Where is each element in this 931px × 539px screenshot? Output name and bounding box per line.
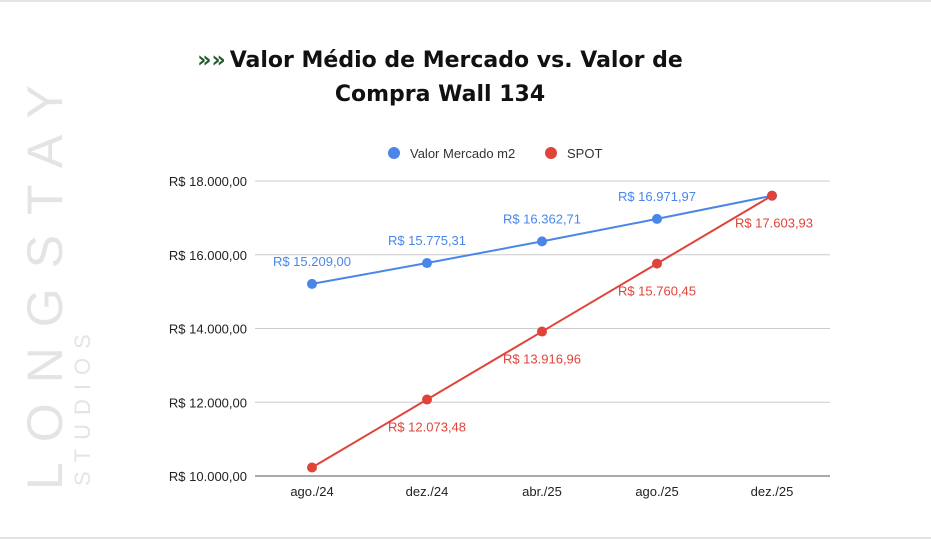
x-tick-label: ago./24 — [290, 484, 333, 499]
legend-label: Valor Mercado m2 — [410, 146, 515, 161]
data-point — [307, 278, 317, 289]
data-label: R$ 17.603,93 — [735, 216, 813, 231]
y-tick-label: R$ 16.000,00 — [169, 248, 247, 263]
data-label: R$ 16.362,71 — [503, 211, 581, 226]
legend-label: SPOT — [567, 146, 602, 161]
data-point — [652, 213, 662, 224]
x-tick-label: dez./25 — [751, 484, 794, 499]
data-label: R$ 13.916,96 — [503, 352, 581, 367]
chart-title-line1: Valor Médio de Mercado vs. Valor de — [229, 48, 683, 73]
x-tick-label: dez./24 — [406, 484, 449, 499]
y-tick-label: R$ 18.000,00 — [169, 174, 247, 189]
legend-marker — [388, 147, 400, 159]
data-label: R$ 12.073,48 — [388, 420, 466, 435]
y-tick-label: R$ 14.000,00 — [169, 322, 247, 337]
chart-title-line2: Compra Wall 134 — [334, 82, 546, 107]
data-point — [422, 394, 432, 405]
chart-title: »» Valor Médio de Mercado vs. Valor de Co… — [180, 44, 700, 112]
x-tick-label: ago./25 — [635, 484, 678, 499]
y-tick-label: R$ 10.000,00 — [169, 469, 247, 484]
data-point — [767, 190, 777, 201]
data-label: R$ 16.971,97 — [618, 189, 696, 204]
x-tick-label: abr./25 — [522, 484, 562, 499]
bottom-border — [0, 537, 931, 539]
legend-marker — [545, 147, 557, 159]
data-point — [537, 326, 547, 337]
title-chevron-icon: »» — [197, 48, 226, 73]
data-label: R$ 15.209,00 — [273, 254, 351, 269]
data-label: R$ 15.775,31 — [388, 233, 466, 248]
y-tick-label: R$ 12.000,00 — [169, 395, 247, 410]
data-point — [307, 462, 317, 473]
data-point — [537, 236, 547, 247]
data-point — [652, 258, 662, 269]
top-border — [0, 0, 931, 2]
data-point — [422, 258, 432, 269]
data-label: R$ 15.760,45 — [618, 284, 696, 299]
